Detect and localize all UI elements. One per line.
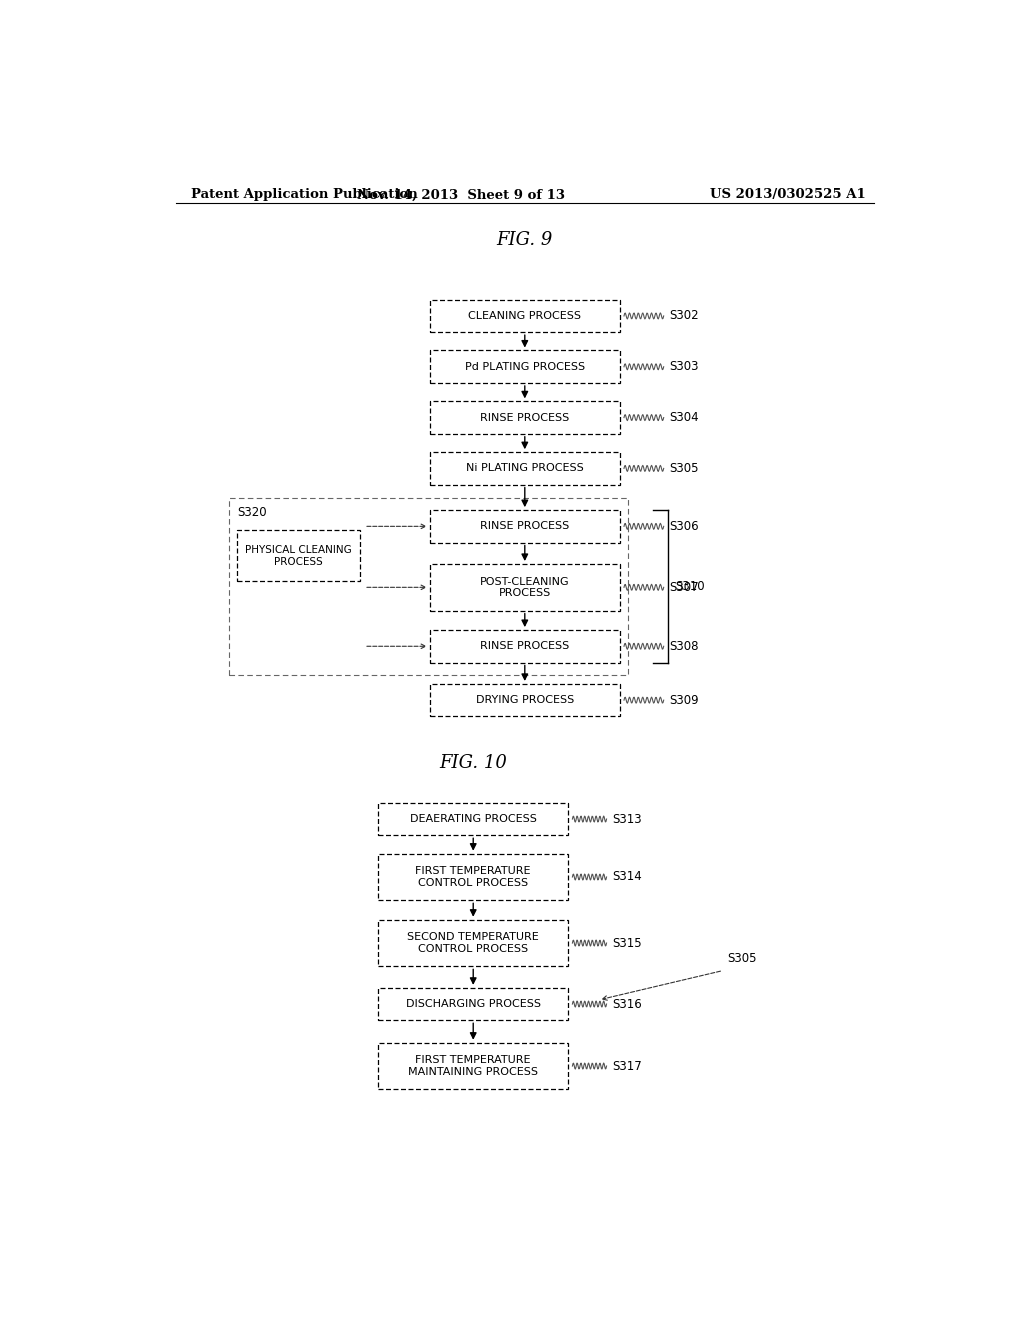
- Text: FIRST TEMPERATURE
MAINTAINING PROCESS: FIRST TEMPERATURE MAINTAINING PROCESS: [409, 1055, 539, 1077]
- FancyBboxPatch shape: [430, 564, 620, 611]
- FancyBboxPatch shape: [430, 453, 620, 484]
- FancyBboxPatch shape: [238, 531, 360, 581]
- Text: S309: S309: [670, 693, 698, 706]
- FancyBboxPatch shape: [378, 920, 568, 966]
- Text: S315: S315: [612, 937, 642, 949]
- Text: SECOND TEMPERATURE
CONTROL PROCESS: SECOND TEMPERATURE CONTROL PROCESS: [408, 932, 539, 954]
- Text: S305: S305: [727, 952, 757, 965]
- Text: Pd PLATING PROCESS: Pd PLATING PROCESS: [465, 362, 585, 372]
- Text: FIG. 9: FIG. 9: [497, 231, 553, 248]
- Text: PHYSICAL CLEANING
PROCESS: PHYSICAL CLEANING PROCESS: [246, 545, 352, 566]
- Text: Nov. 14, 2013  Sheet 9 of 13: Nov. 14, 2013 Sheet 9 of 13: [357, 189, 565, 202]
- Text: S313: S313: [612, 813, 642, 825]
- Text: Ni PLATING PROCESS: Ni PLATING PROCESS: [466, 463, 584, 474]
- Text: S302: S302: [670, 309, 698, 322]
- FancyBboxPatch shape: [378, 1043, 568, 1089]
- Text: RINSE PROCESS: RINSE PROCESS: [480, 521, 569, 532]
- Text: FIRST TEMPERATURE
CONTROL PROCESS: FIRST TEMPERATURE CONTROL PROCESS: [416, 866, 531, 888]
- Text: S308: S308: [670, 640, 698, 653]
- FancyBboxPatch shape: [430, 401, 620, 434]
- Text: CLEANING PROCESS: CLEANING PROCESS: [468, 312, 582, 321]
- FancyBboxPatch shape: [430, 684, 620, 717]
- Text: S304: S304: [670, 411, 698, 424]
- Text: S316: S316: [612, 998, 642, 1011]
- Text: DEAERATING PROCESS: DEAERATING PROCESS: [410, 814, 537, 824]
- FancyBboxPatch shape: [430, 351, 620, 383]
- Text: DISCHARGING PROCESS: DISCHARGING PROCESS: [406, 999, 541, 1008]
- Text: RINSE PROCESS: RINSE PROCESS: [480, 642, 569, 651]
- Text: S310: S310: [676, 579, 706, 593]
- Text: RINSE PROCESS: RINSE PROCESS: [480, 413, 569, 422]
- Text: DRYING PROCESS: DRYING PROCESS: [476, 696, 573, 705]
- Text: Patent Application Publication: Patent Application Publication: [191, 189, 418, 202]
- Text: FIG. 10: FIG. 10: [439, 754, 507, 772]
- Text: S303: S303: [670, 360, 698, 374]
- FancyBboxPatch shape: [378, 803, 568, 836]
- Text: POST-CLEANING
PROCESS: POST-CLEANING PROCESS: [480, 577, 569, 598]
- Text: S307: S307: [670, 581, 698, 594]
- FancyBboxPatch shape: [430, 510, 620, 543]
- FancyBboxPatch shape: [378, 854, 568, 900]
- Text: S320: S320: [238, 506, 266, 519]
- Text: S317: S317: [612, 1060, 642, 1073]
- FancyBboxPatch shape: [378, 987, 568, 1020]
- Text: US 2013/0302525 A1: US 2013/0302525 A1: [711, 189, 866, 202]
- FancyBboxPatch shape: [430, 630, 620, 663]
- Text: S314: S314: [612, 870, 642, 883]
- FancyBboxPatch shape: [430, 300, 620, 333]
- Text: S305: S305: [670, 462, 698, 475]
- Text: S306: S306: [670, 520, 698, 533]
